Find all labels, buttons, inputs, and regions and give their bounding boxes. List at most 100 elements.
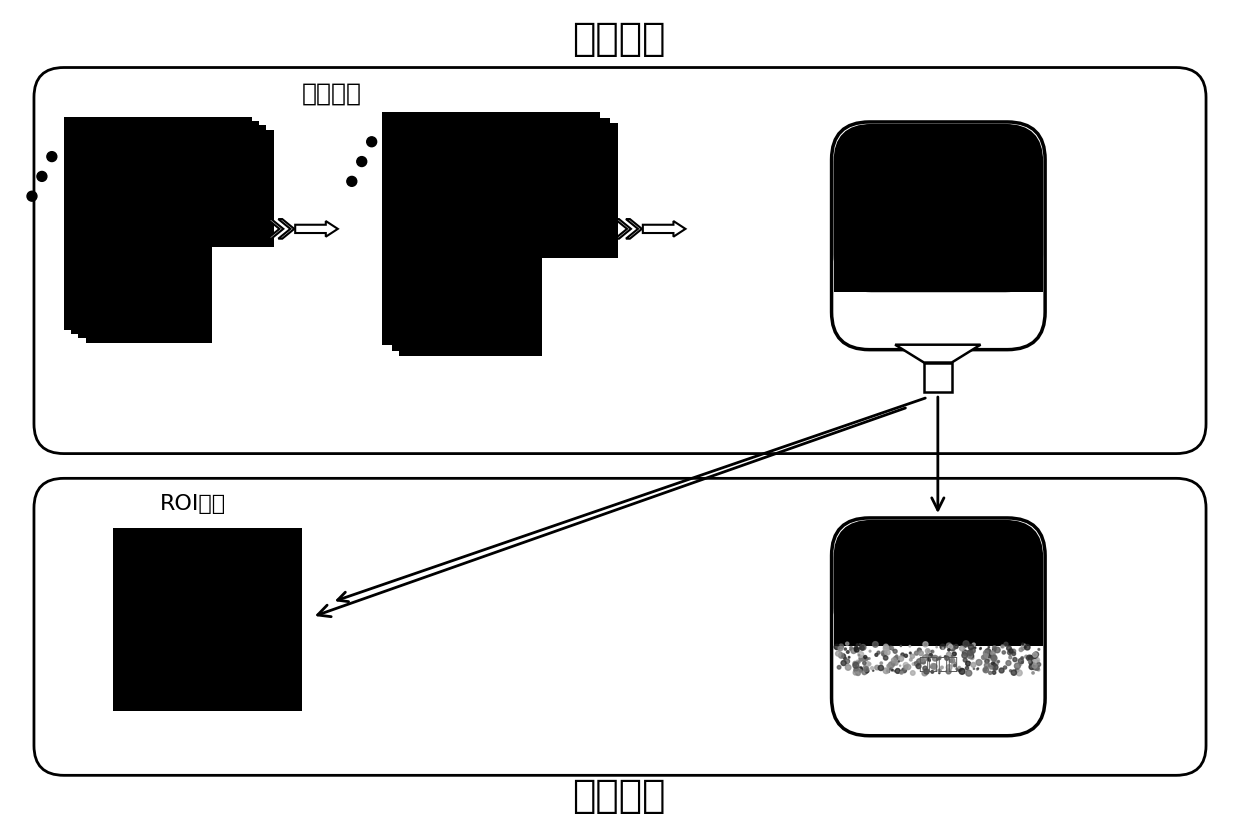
Circle shape (948, 645, 953, 649)
Circle shape (947, 652, 952, 657)
Circle shape (953, 652, 957, 656)
Circle shape (860, 646, 865, 650)
Circle shape (963, 641, 969, 647)
Circle shape (1032, 665, 1037, 670)
Bar (924, 363, 952, 392)
Polygon shape (279, 219, 294, 239)
Circle shape (846, 651, 849, 653)
Circle shape (835, 652, 840, 657)
Circle shape (891, 661, 896, 666)
Circle shape (883, 644, 888, 649)
Circle shape (954, 664, 957, 667)
Circle shape (983, 655, 986, 659)
Circle shape (859, 667, 862, 672)
Circle shape (857, 652, 864, 657)
Circle shape (859, 655, 860, 656)
Circle shape (909, 646, 911, 647)
Circle shape (846, 643, 849, 646)
Circle shape (922, 655, 928, 661)
Circle shape (1015, 663, 1021, 669)
Circle shape (929, 656, 930, 657)
Circle shape (987, 655, 991, 658)
FancyBboxPatch shape (33, 479, 1206, 775)
Circle shape (923, 661, 926, 664)
Circle shape (862, 657, 864, 659)
Circle shape (963, 658, 966, 662)
Circle shape (855, 665, 856, 666)
Circle shape (841, 656, 844, 658)
Circle shape (1021, 644, 1027, 649)
Circle shape (917, 659, 922, 665)
Circle shape (928, 658, 930, 661)
Circle shape (866, 672, 867, 673)
Circle shape (991, 651, 995, 655)
Circle shape (938, 657, 940, 660)
Circle shape (850, 647, 852, 649)
Circle shape (1033, 652, 1038, 657)
Circle shape (875, 666, 880, 670)
Circle shape (918, 651, 923, 656)
Circle shape (1009, 656, 1012, 659)
Circle shape (1004, 667, 1006, 669)
Circle shape (991, 654, 996, 660)
Circle shape (976, 668, 978, 670)
Circle shape (854, 667, 859, 671)
Circle shape (1032, 652, 1037, 657)
Circle shape (992, 646, 996, 650)
Circle shape (991, 656, 997, 662)
Text: 分类结果: 分类结果 (918, 655, 958, 672)
Circle shape (882, 653, 885, 656)
Circle shape (866, 662, 870, 667)
Circle shape (896, 669, 901, 673)
Circle shape (896, 657, 900, 661)
Circle shape (900, 671, 902, 673)
Circle shape (917, 648, 922, 652)
Circle shape (860, 647, 862, 649)
Circle shape (949, 645, 955, 651)
Polygon shape (268, 219, 284, 239)
Circle shape (902, 668, 907, 673)
Circle shape (909, 652, 911, 654)
Circle shape (357, 157, 367, 167)
Circle shape (1037, 669, 1040, 672)
Circle shape (929, 654, 932, 656)
Circle shape (948, 649, 950, 651)
Polygon shape (895, 345, 980, 363)
Circle shape (923, 642, 928, 647)
Circle shape (869, 658, 870, 660)
Circle shape (980, 648, 981, 650)
Circle shape (892, 649, 893, 651)
Circle shape (1010, 654, 1011, 656)
Circle shape (947, 669, 952, 674)
Circle shape (932, 664, 937, 669)
Circle shape (984, 663, 989, 668)
Circle shape (976, 660, 983, 666)
Circle shape (855, 668, 860, 673)
Polygon shape (295, 222, 338, 238)
Bar (834, 606, 1043, 646)
Circle shape (992, 671, 996, 675)
Circle shape (973, 643, 975, 646)
Circle shape (860, 670, 862, 672)
Circle shape (854, 671, 857, 675)
Circle shape (987, 647, 990, 648)
Text: ROI提取: ROI提取 (160, 493, 225, 513)
Circle shape (970, 656, 974, 660)
Circle shape (957, 669, 959, 671)
Circle shape (964, 652, 966, 656)
Circle shape (984, 654, 987, 657)
Circle shape (958, 667, 960, 669)
Circle shape (839, 650, 840, 652)
Circle shape (881, 651, 887, 657)
Circle shape (903, 662, 908, 667)
Circle shape (1002, 651, 1005, 654)
Circle shape (1021, 657, 1023, 659)
Circle shape (994, 667, 996, 670)
Circle shape (989, 672, 991, 675)
Circle shape (888, 647, 892, 650)
Circle shape (866, 670, 869, 672)
Circle shape (1030, 664, 1035, 670)
Circle shape (950, 658, 955, 663)
Circle shape (1025, 647, 1026, 648)
Circle shape (855, 669, 857, 672)
